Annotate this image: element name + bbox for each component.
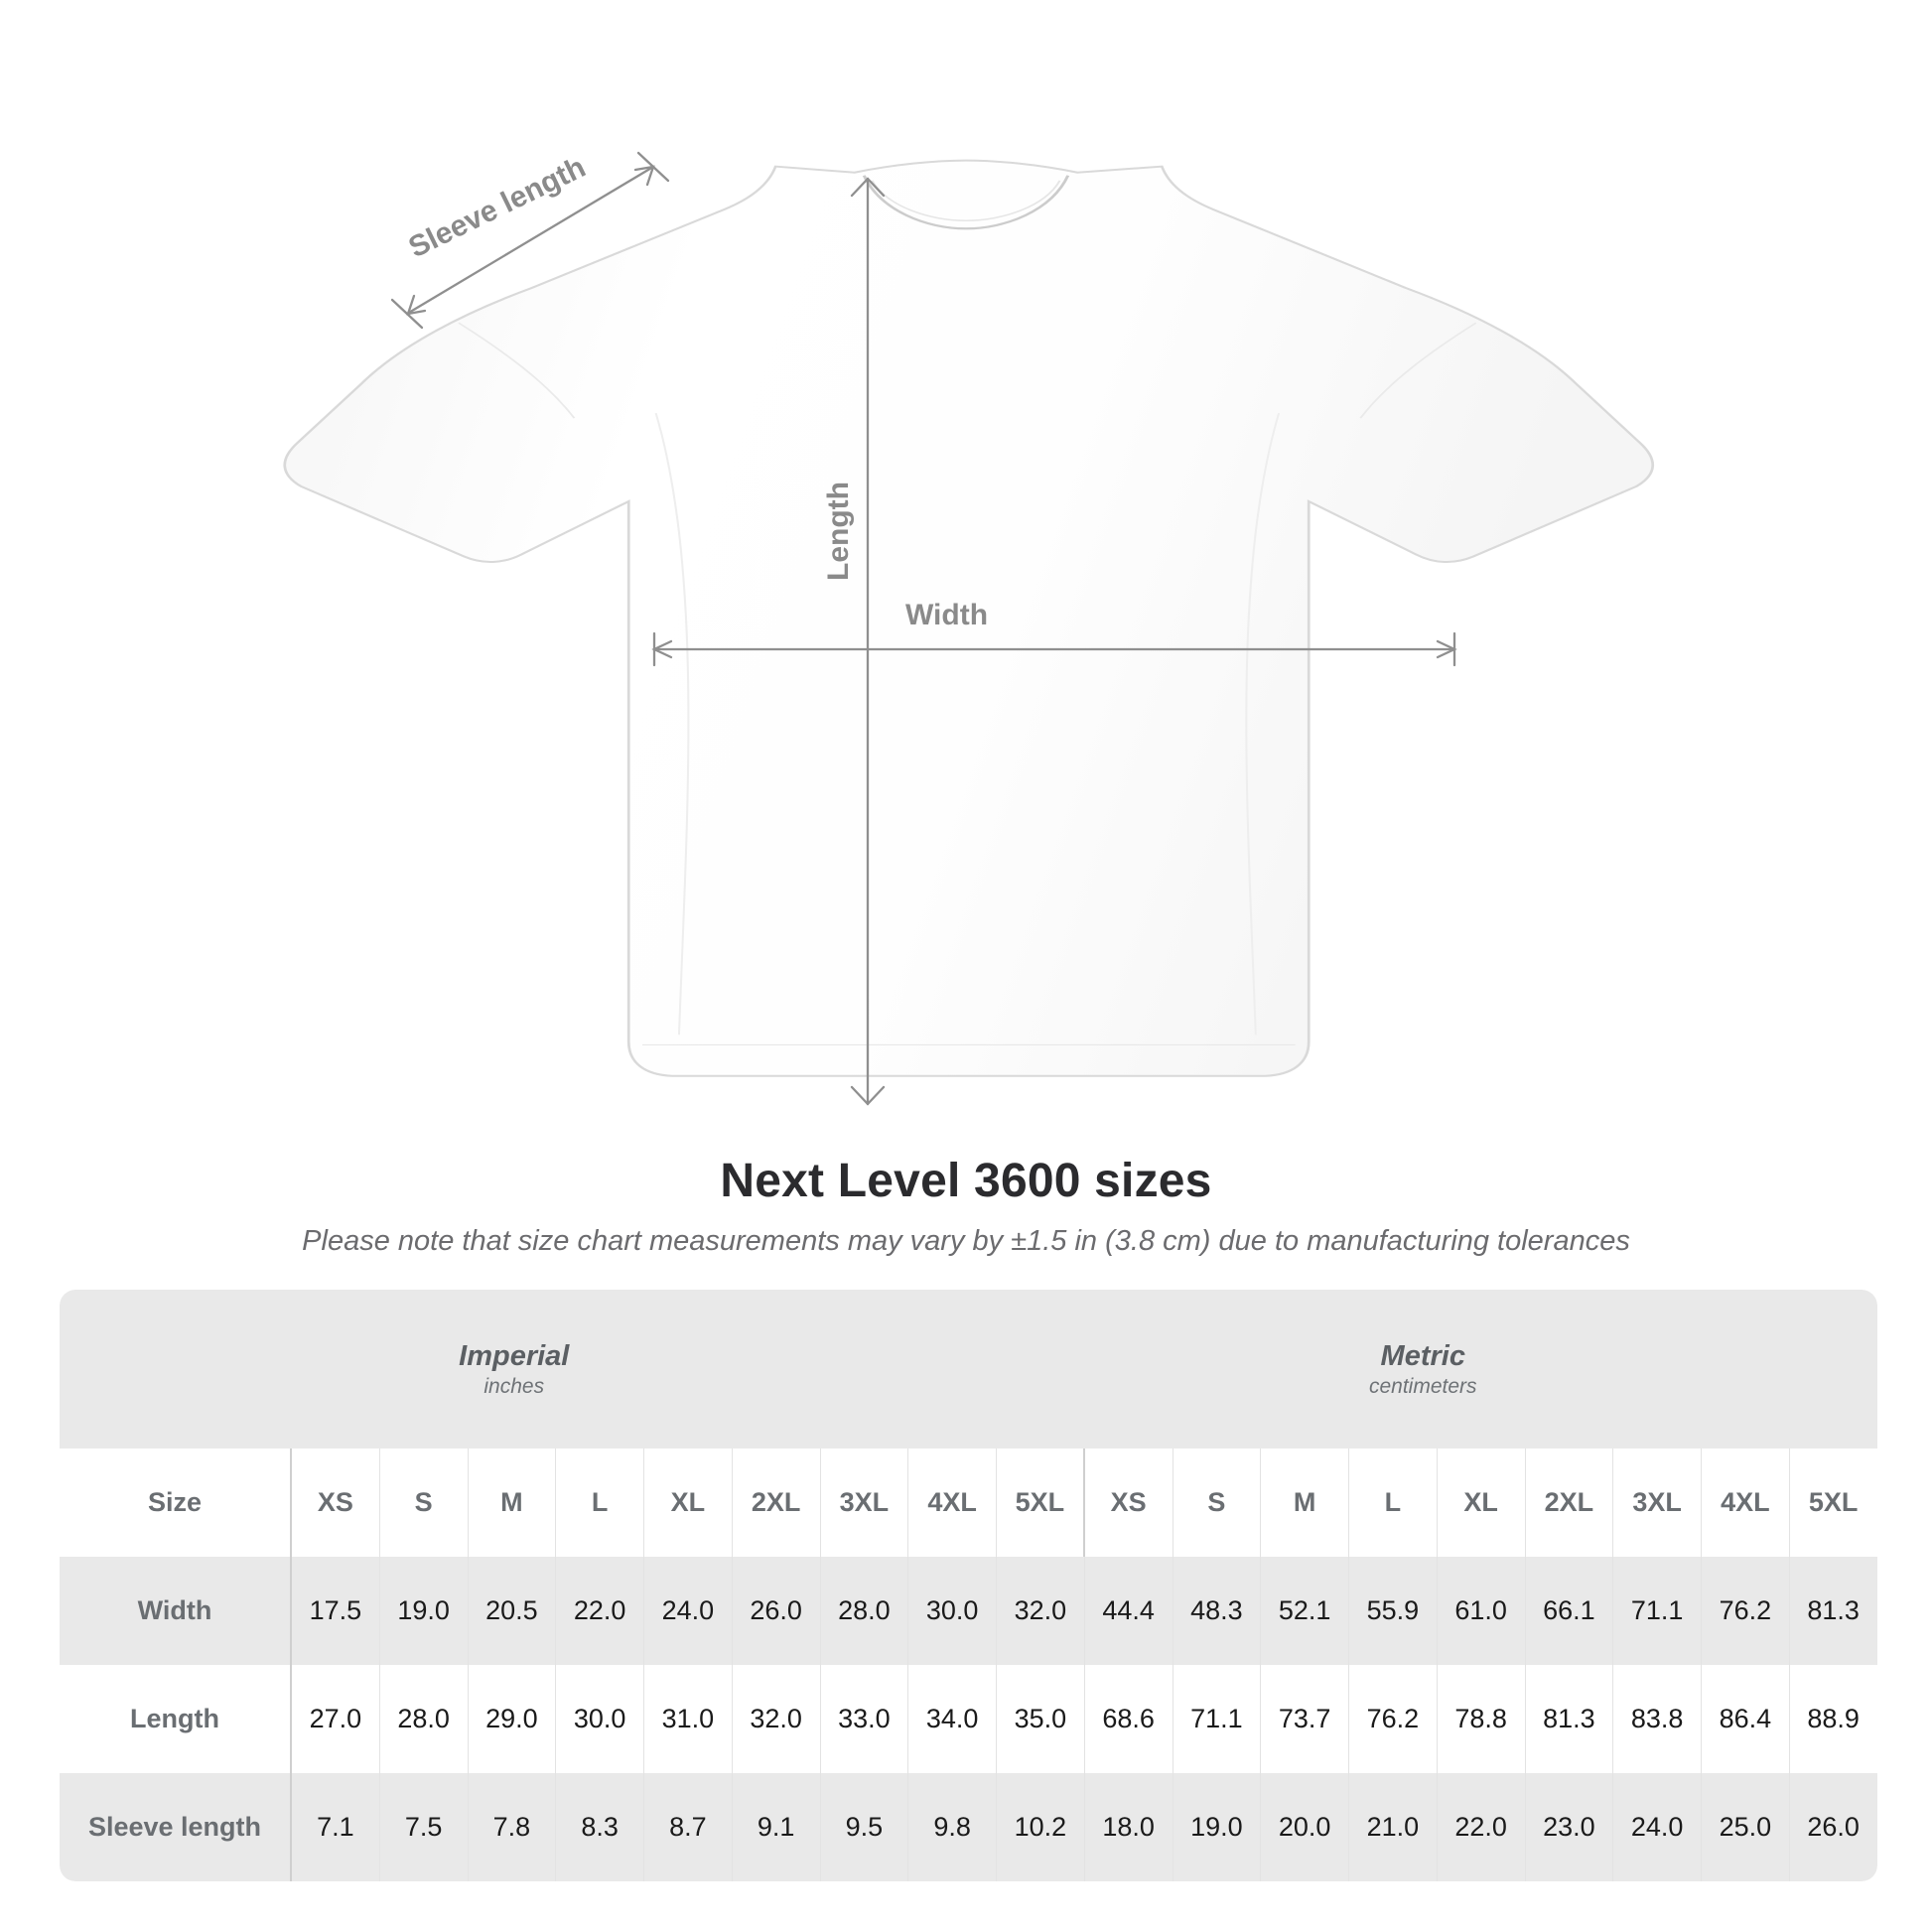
svg-text:Sleeve length: Sleeve length [404, 151, 591, 264]
svg-text:Width: Width [905, 599, 988, 631]
svg-text:Length: Length [822, 482, 855, 581]
